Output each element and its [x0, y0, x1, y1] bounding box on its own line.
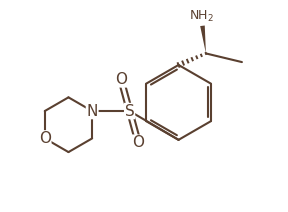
Polygon shape — [200, 25, 206, 53]
Text: NH$_2$: NH$_2$ — [189, 8, 214, 24]
Text: S: S — [125, 103, 134, 119]
Text: O: O — [115, 72, 127, 87]
Text: N: N — [86, 103, 98, 119]
Text: O: O — [39, 131, 51, 146]
Text: O: O — [132, 135, 144, 150]
